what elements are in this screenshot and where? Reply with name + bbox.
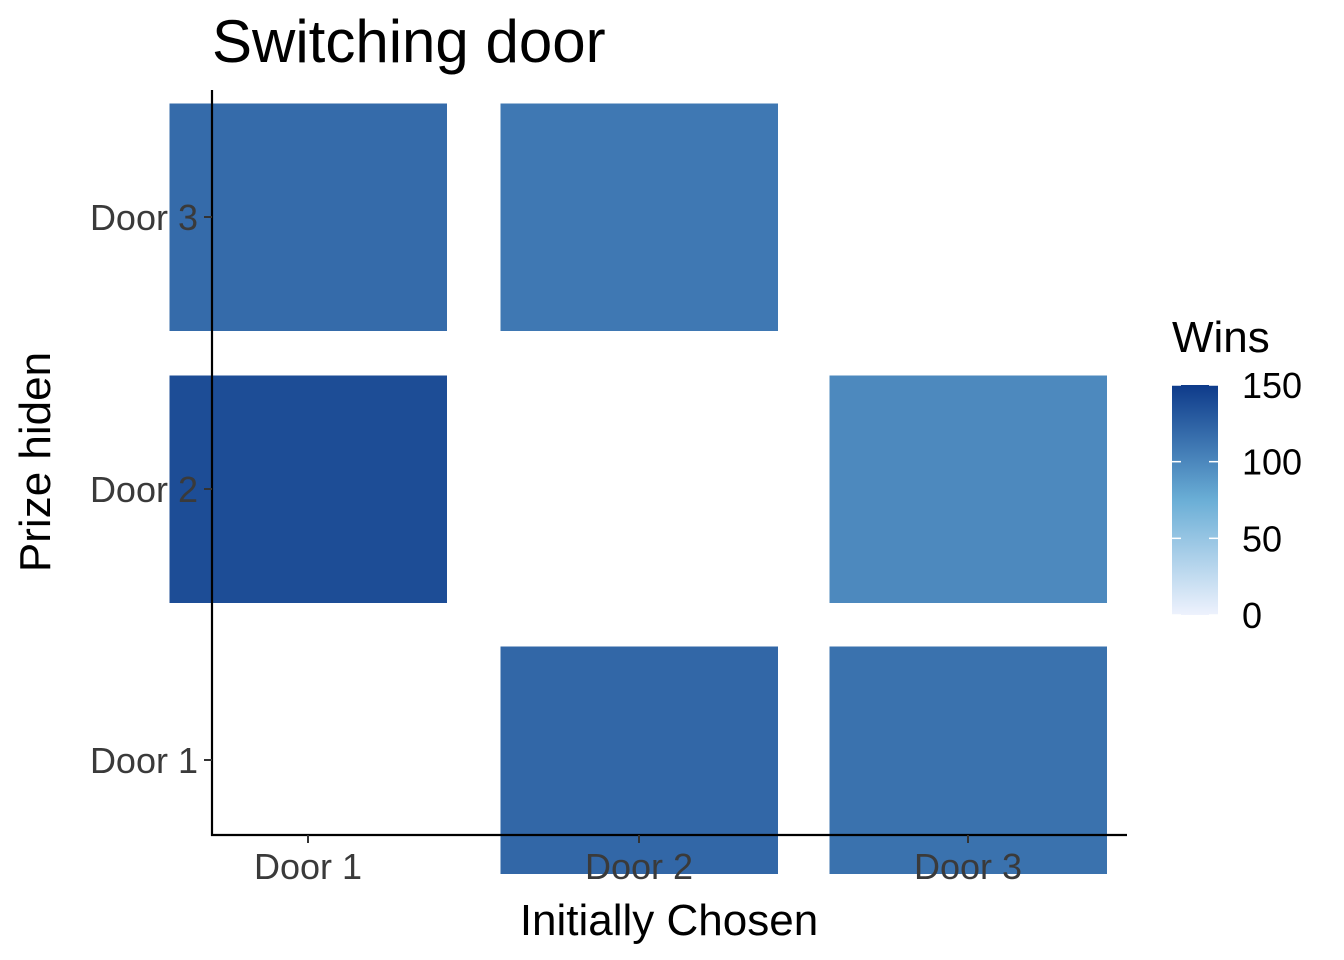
legend-breaks: 0 50 100 150 bbox=[1172, 365, 1302, 636]
x-tick-label: Door 3 bbox=[914, 846, 1022, 887]
legend-break-label: 0 bbox=[1242, 595, 1262, 636]
legend-title: Wins bbox=[1172, 313, 1270, 362]
heatmap-cell bbox=[829, 375, 1107, 603]
legend-break-label: 100 bbox=[1242, 442, 1302, 483]
heatmap-cell bbox=[500, 103, 778, 331]
chart-title: Switching door bbox=[212, 8, 606, 75]
y-tick-label: Door 1 bbox=[90, 740, 198, 781]
legend-break-label: 150 bbox=[1242, 365, 1302, 406]
legend-break-label: 50 bbox=[1242, 518, 1282, 559]
x-axis-ticks: Door 1 Door 2 Door 3 bbox=[254, 835, 1022, 887]
y-axis-ticks: Door 1 Door 2 Door 3 bbox=[90, 197, 212, 781]
x-axis-title: Initially Chosen bbox=[520, 896, 818, 945]
y-axis-title: Prize hiden bbox=[11, 352, 60, 572]
heatmap-cells bbox=[169, 103, 1107, 874]
x-tick-label: Door 1 bbox=[254, 846, 362, 887]
heatmap-cell bbox=[169, 103, 447, 331]
y-tick-label: Door 2 bbox=[90, 469, 198, 510]
x-tick-label: Door 2 bbox=[585, 846, 693, 887]
legend-colorbar bbox=[1172, 385, 1218, 615]
y-tick-label: Door 3 bbox=[90, 197, 198, 238]
heatmap-cell bbox=[169, 375, 447, 603]
color-legend: Wins 0 50 100 150 bbox=[1172, 313, 1302, 636]
